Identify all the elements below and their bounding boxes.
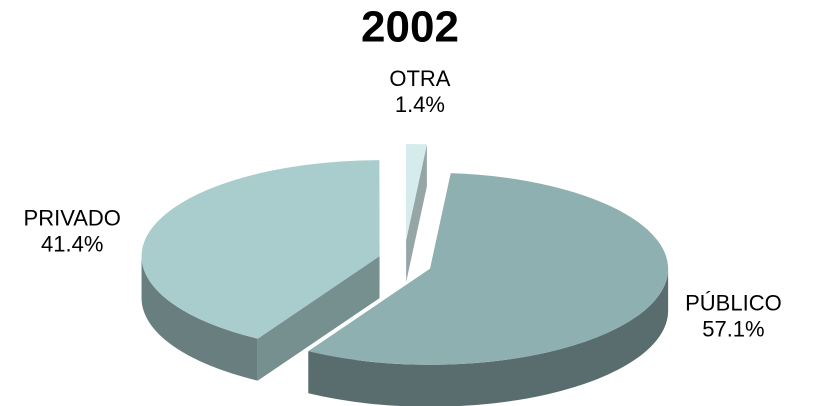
slice-wall <box>141 256 258 381</box>
pie-slice <box>308 173 669 406</box>
chart-title: 2002 <box>361 3 459 52</box>
pie-slice <box>405 144 427 283</box>
slice-value-label: 41.4% <box>41 231 103 256</box>
slice-category-label: PÚBLICO <box>685 291 782 316</box>
slice-side <box>257 256 380 381</box>
slice-wall <box>308 268 669 406</box>
slice-top <box>141 160 380 339</box>
slice-top <box>308 173 669 365</box>
slice-top <box>405 144 427 241</box>
slice-value-label: 1.4% <box>395 92 445 117</box>
slice-value-label: 57.1% <box>702 317 764 342</box>
slice-side <box>406 144 427 283</box>
pie-slice <box>141 160 380 381</box>
slice-category-label: OTRA <box>389 66 450 91</box>
slice-category-label: PRIVADO <box>24 205 121 230</box>
